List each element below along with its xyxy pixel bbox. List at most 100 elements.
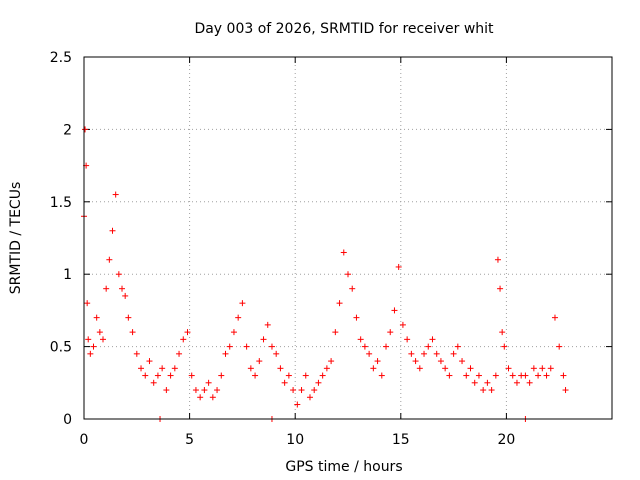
data-point bbox=[112, 191, 119, 198]
data-point bbox=[171, 365, 178, 372]
data-point bbox=[154, 372, 161, 379]
data-point bbox=[201, 387, 208, 394]
data-point bbox=[450, 350, 457, 357]
data-point bbox=[551, 314, 558, 321]
data-point bbox=[370, 365, 377, 372]
data-point bbox=[421, 350, 428, 357]
data-point bbox=[484, 379, 491, 386]
data-point bbox=[277, 365, 284, 372]
data-point bbox=[539, 365, 546, 372]
data-point bbox=[180, 336, 187, 343]
data-point bbox=[96, 329, 103, 336]
y-tick-label: 0 bbox=[63, 412, 72, 428]
data-point bbox=[547, 365, 554, 372]
data-point bbox=[122, 292, 129, 299]
data-point bbox=[138, 365, 145, 372]
data-point bbox=[543, 372, 550, 379]
data-point bbox=[146, 358, 153, 365]
data-point bbox=[273, 350, 280, 357]
data-point bbox=[192, 387, 199, 394]
data-point bbox=[336, 300, 343, 307]
data-point bbox=[142, 372, 149, 379]
data-point bbox=[281, 379, 288, 386]
data-point bbox=[404, 336, 411, 343]
chart-title: Day 003 of 2026, SRMTID for receiver whi… bbox=[194, 21, 494, 37]
data-point bbox=[499, 329, 506, 336]
x-tick-label: 5 bbox=[185, 432, 194, 448]
data-point bbox=[90, 343, 97, 350]
data-point bbox=[188, 372, 195, 379]
data-point bbox=[345, 271, 351, 278]
data-point bbox=[163, 387, 170, 394]
data-point bbox=[167, 372, 174, 379]
data-point bbox=[306, 394, 313, 401]
data-point bbox=[475, 372, 482, 379]
data-point bbox=[222, 350, 229, 357]
data-point bbox=[332, 329, 339, 336]
x-tick-label: 10 bbox=[286, 432, 304, 448]
data-point bbox=[556, 343, 563, 350]
data-point bbox=[218, 372, 225, 379]
data-point bbox=[471, 379, 478, 386]
data-point bbox=[205, 379, 212, 386]
data-point bbox=[133, 350, 140, 357]
data-point bbox=[256, 358, 263, 365]
data-point bbox=[103, 285, 110, 292]
data-point bbox=[243, 343, 250, 350]
data-point bbox=[492, 372, 499, 379]
data-point bbox=[84, 300, 91, 307]
data-point bbox=[374, 358, 381, 365]
data-point bbox=[252, 372, 259, 379]
data-point bbox=[298, 387, 305, 394]
data-point bbox=[129, 329, 136, 336]
data-point bbox=[214, 387, 221, 394]
data-point bbox=[340, 249, 347, 256]
data-point bbox=[535, 372, 542, 379]
data-point bbox=[505, 365, 512, 372]
data-point bbox=[82, 126, 89, 133]
data-point bbox=[395, 263, 402, 270]
data-point bbox=[416, 365, 423, 372]
data-point bbox=[562, 387, 569, 394]
x-tick-label: 20 bbox=[497, 432, 515, 448]
data-point bbox=[454, 343, 461, 350]
plot-frame bbox=[83, 56, 613, 420]
data-point bbox=[226, 343, 233, 350]
data-point bbox=[319, 372, 326, 379]
data-point bbox=[328, 358, 335, 365]
data-point bbox=[315, 379, 322, 386]
data-point bbox=[150, 379, 157, 386]
data-point bbox=[488, 387, 495, 394]
data-point bbox=[391, 307, 398, 314]
data-point bbox=[302, 372, 309, 379]
data-point bbox=[378, 372, 385, 379]
data-point bbox=[361, 343, 368, 350]
data-point bbox=[247, 365, 254, 372]
data-point bbox=[399, 321, 406, 328]
data-point bbox=[268, 343, 275, 350]
data-point bbox=[260, 336, 267, 343]
data-point bbox=[184, 329, 191, 336]
data-point bbox=[480, 387, 487, 394]
tick-layer: 0 0.5 1 1.5 2 2.5 0 5 10 15 20 bbox=[50, 50, 612, 448]
data-point bbox=[235, 314, 242, 321]
data-point bbox=[353, 314, 360, 321]
y-tick-label: 1 bbox=[63, 267, 72, 283]
data-point bbox=[119, 285, 126, 292]
data-point bbox=[494, 256, 501, 263]
data-point bbox=[323, 365, 330, 372]
data-point bbox=[285, 372, 292, 379]
data-point bbox=[100, 336, 107, 343]
data-point bbox=[93, 314, 100, 321]
data-point bbox=[311, 387, 318, 394]
data-point bbox=[509, 372, 516, 379]
data-point bbox=[467, 365, 474, 372]
data-point bbox=[513, 379, 520, 386]
y-tick-label: 0.5 bbox=[50, 340, 72, 356]
data-point bbox=[387, 329, 394, 336]
data-point bbox=[290, 387, 297, 394]
data-point bbox=[209, 394, 216, 401]
data-point bbox=[125, 314, 132, 321]
data-point bbox=[425, 343, 432, 350]
